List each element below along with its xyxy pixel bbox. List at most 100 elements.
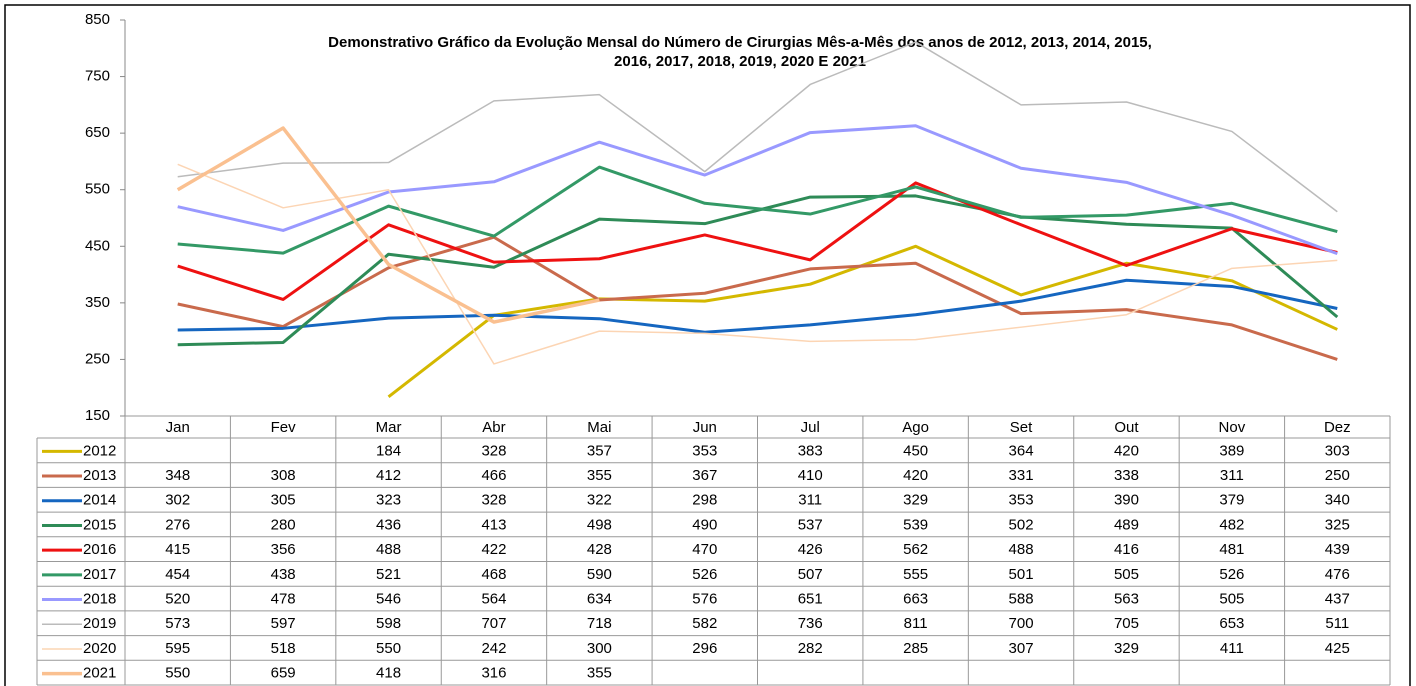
table-value: 329 xyxy=(1114,640,1139,657)
table-value: 526 xyxy=(692,566,717,583)
table-value: 482 xyxy=(1219,516,1244,533)
table-value: 390 xyxy=(1114,492,1139,509)
table-value: 331 xyxy=(1009,467,1034,484)
table-value: 356 xyxy=(271,541,296,558)
table-value: 505 xyxy=(1114,566,1139,583)
table-value: 454 xyxy=(165,566,190,583)
series-line xyxy=(176,126,600,324)
table-value: 276 xyxy=(165,516,190,533)
table-value: 300 xyxy=(587,640,612,657)
table-value: 597 xyxy=(271,615,296,632)
table-value: 437 xyxy=(1325,591,1350,608)
table-value: 184 xyxy=(376,442,401,459)
table-value: 595 xyxy=(165,640,190,657)
table-value: 296 xyxy=(692,640,717,657)
frame xyxy=(4,4,1411,686)
series-line xyxy=(177,165,1338,255)
table-value: 481 xyxy=(1219,541,1244,558)
table-value: 502 xyxy=(1009,516,1034,533)
legend-label: 2018 xyxy=(83,591,116,608)
series-line xyxy=(177,163,1338,365)
table-value: 311 xyxy=(1220,467,1244,484)
table-value: 582 xyxy=(692,615,717,632)
table-value: 316 xyxy=(481,665,506,682)
table-value: 576 xyxy=(692,591,717,608)
x-tick-label: Mar xyxy=(376,419,402,436)
table-value: 705 xyxy=(1114,615,1139,632)
legend-label: 2016 xyxy=(83,541,116,558)
y-tick-label: 350 xyxy=(85,294,110,311)
y-tick-label: 250 xyxy=(85,350,110,367)
table-value: 428 xyxy=(587,541,612,558)
table-value: 501 xyxy=(1009,566,1034,583)
table-value: 634 xyxy=(587,591,612,608)
y-tick-label: 450 xyxy=(85,237,110,254)
table-value: 325 xyxy=(1325,516,1350,533)
table-value: 367 xyxy=(692,467,717,484)
table-value: 590 xyxy=(587,566,612,583)
table-value: 811 xyxy=(904,615,928,632)
table-value: 422 xyxy=(481,541,506,558)
table-value: 450 xyxy=(903,442,928,459)
table-value: 412 xyxy=(376,467,401,484)
table-value: 436 xyxy=(376,516,401,533)
x-tick-label: Jun xyxy=(693,419,717,436)
table-value: 476 xyxy=(1325,566,1350,583)
table-value: 420 xyxy=(903,467,928,484)
table-value: 328 xyxy=(481,492,506,509)
table-value: 280 xyxy=(271,516,296,533)
table-value: 338 xyxy=(1114,467,1139,484)
table-value: 285 xyxy=(903,640,928,657)
table-value: 573 xyxy=(165,615,190,632)
x-tick-label: Mai xyxy=(587,419,611,436)
chart-title: 2016, 2017, 2018, 2019, 2020 E 2021 xyxy=(614,53,866,70)
table-value: 563 xyxy=(1114,591,1139,608)
table-value: 663 xyxy=(903,591,928,608)
table-value: 490 xyxy=(692,516,717,533)
table-value: 488 xyxy=(1009,541,1034,558)
table-value: 438 xyxy=(271,566,296,583)
legend-label: 2017 xyxy=(83,566,116,583)
table-value: 416 xyxy=(1114,541,1139,558)
table-value: 505 xyxy=(1219,591,1244,608)
table-value: 411 xyxy=(1220,640,1244,657)
table-value: 718 xyxy=(587,615,612,632)
legend-label: 2019 xyxy=(83,615,116,632)
table-value: 348 xyxy=(165,467,190,484)
table-value: 426 xyxy=(798,541,823,558)
table-value: 507 xyxy=(798,566,823,583)
table-value: 302 xyxy=(165,492,190,509)
y-tick-label: 550 xyxy=(85,181,110,198)
table-value: 521 xyxy=(376,566,401,583)
y-tick-label: 850 xyxy=(85,11,110,28)
table-value: 520 xyxy=(165,591,190,608)
table-value: 550 xyxy=(376,640,401,657)
legend-label: 2015 xyxy=(83,516,116,533)
table-value: 470 xyxy=(692,541,717,558)
table-value: 355 xyxy=(587,665,612,682)
table-value: 329 xyxy=(903,492,928,509)
x-tick-label: Set xyxy=(1010,419,1033,436)
table-value: 588 xyxy=(1009,591,1034,608)
table-value: 736 xyxy=(798,615,823,632)
table-value: 439 xyxy=(1325,541,1350,558)
x-tick-label: Jul xyxy=(801,419,820,436)
chart-title: Demonstrativo Gráfico da Evolução Mensal… xyxy=(328,34,1152,51)
table-value: 546 xyxy=(376,591,401,608)
series-line xyxy=(177,124,1338,256)
table-value: 364 xyxy=(1009,442,1034,459)
table-value: 707 xyxy=(481,615,506,632)
table-value: 420 xyxy=(1114,442,1139,459)
x-tick-label: Abr xyxy=(482,419,505,436)
y-tick-label: 750 xyxy=(85,68,110,85)
table-value: 389 xyxy=(1219,442,1244,459)
table-value: 353 xyxy=(1009,492,1034,509)
table-value: 555 xyxy=(903,566,928,583)
table-value: 383 xyxy=(798,442,823,459)
legend-label: 2014 xyxy=(83,492,116,509)
table-value: 418 xyxy=(376,665,401,682)
table-value: 353 xyxy=(692,442,717,459)
x-tick-label: Ago xyxy=(902,419,929,436)
table-value: 539 xyxy=(903,516,928,533)
table-value: 518 xyxy=(271,640,296,657)
